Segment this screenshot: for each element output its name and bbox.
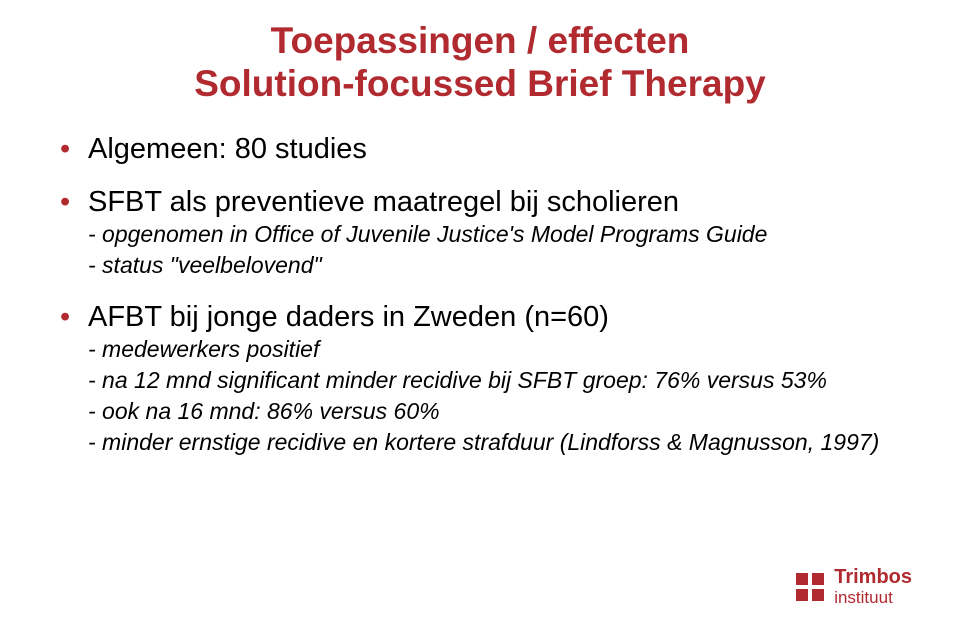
logo-square-icon: [812, 589, 824, 601]
bullet-sublines: - medewerkers positief- na 12 mnd signif…: [88, 334, 900, 458]
logo-text-bottom: instituut: [834, 589, 912, 606]
trimbos-logo: Trimbos instituut: [796, 567, 912, 606]
bullet-title: SFBT als preventieve maatregel bij schol…: [88, 186, 900, 219]
bullet-subline: - medewerkers positief: [88, 334, 900, 365]
logo-mark-icon: [796, 573, 824, 601]
bullet-title: Algemeen: 80 studies: [88, 133, 900, 166]
bullet-title: AFBT bij jonge daders in Zweden (n=60): [88, 301, 900, 334]
title-line-1: Toepassingen / effecten: [60, 20, 900, 63]
title-line-2: Solution-focussed Brief Therapy: [60, 63, 900, 106]
bullet-subline: - minder ernstige recidive en kortere st…: [88, 427, 900, 458]
slide: Toepassingen / effecten Solution-focusse…: [0, 0, 960, 630]
logo-text-top: Trimbos: [834, 567, 912, 587]
bullet-subline: - na 12 mnd significant minder recidive …: [88, 365, 900, 396]
logo-text: Trimbos instituut: [834, 567, 912, 606]
bullet-item: SFBT als preventieve maatregel bij schol…: [60, 186, 900, 281]
bullet-subline: - ook na 16 mnd: 86% versus 60%: [88, 396, 900, 427]
bullet-subline: - status "veelbelovend": [88, 250, 900, 281]
bullet-list: Algemeen: 80 studies SFBT als preventieve…: [60, 133, 900, 458]
bullet-sublines: - opgenomen in Office of Juvenile Justic…: [88, 219, 900, 281]
logo-square-icon: [796, 589, 808, 601]
bullet-item: AFBT bij jonge daders in Zweden (n=60)- …: [60, 301, 900, 458]
slide-title: Toepassingen / effecten Solution-focusse…: [60, 20, 900, 105]
logo-square-icon: [796, 573, 808, 585]
logo-square-icon: [812, 573, 824, 585]
bullet-subline: - opgenomen in Office of Juvenile Justic…: [88, 219, 900, 250]
bullet-item: Algemeen: 80 studies: [60, 133, 900, 166]
